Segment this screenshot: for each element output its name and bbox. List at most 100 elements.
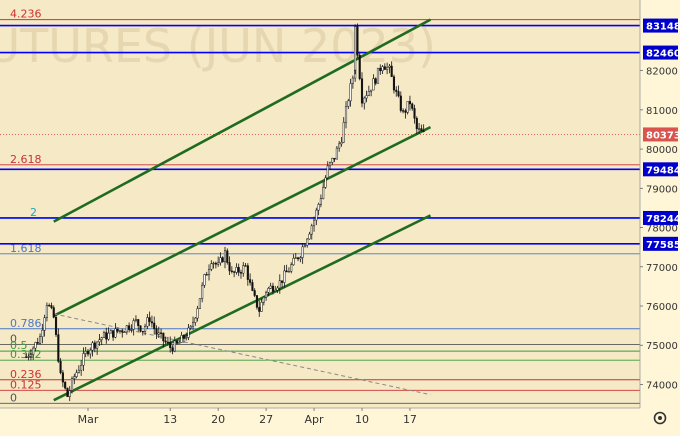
candle-body-123 — [306, 238, 309, 246]
candle-body-163 — [395, 89, 398, 92]
y-tick-label-8: 82000 — [646, 67, 678, 78]
candle-body-172 — [415, 117, 418, 130]
candle-body-27 — [86, 350, 90, 355]
candle-body-83 — [214, 262, 217, 265]
candle-body-85 — [219, 257, 222, 264]
candle-body-62 — [166, 341, 169, 344]
candle-body-67 — [178, 342, 181, 344]
candle-body-31 — [96, 341, 99, 349]
candle-body-64 — [171, 347, 174, 352]
candle-body-60 — [162, 332, 165, 342]
candle-body-139 — [342, 121, 345, 143]
candle-body-20 — [70, 378, 74, 391]
candle-body-105 — [265, 292, 268, 298]
candle-body-117 — [292, 258, 295, 266]
candle-body-124 — [308, 233, 311, 240]
candle-body-37 — [109, 330, 112, 334]
candle-body-81 — [210, 263, 213, 270]
candle-body-41 — [118, 330, 122, 332]
x-tick-label-0: Mar — [78, 413, 99, 426]
candle-body-90 — [230, 270, 233, 272]
last-price-label: 80373 — [646, 130, 680, 141]
candle-body-54 — [148, 317, 151, 322]
candle-body-151 — [367, 91, 370, 96]
candle-body-158 — [383, 66, 386, 70]
candle-body-23 — [77, 369, 80, 373]
candle-body-33 — [100, 337, 103, 341]
price-level-label-0: 83148 — [646, 22, 680, 33]
candle-body-173 — [418, 128, 421, 130]
candle-body-106 — [267, 288, 270, 293]
candle-body-4 — [34, 342, 37, 349]
candle-body-38 — [112, 330, 115, 338]
candle-body-69 — [182, 335, 185, 339]
candle-body-51 — [141, 330, 144, 333]
candle-body-84 — [217, 262, 220, 265]
candle-body-116 — [290, 264, 293, 272]
candle-body-15 — [59, 361, 62, 373]
candle-body-131 — [324, 177, 327, 188]
candle-body-111 — [278, 280, 281, 289]
candle-body-104 — [262, 296, 265, 303]
fib-label-1: 2.618 — [10, 153, 42, 166]
y-tick-label-1: 75000 — [646, 341, 678, 352]
candle-body-166 — [402, 110, 405, 112]
candle-body-154 — [374, 78, 377, 84]
candle-body-82 — [212, 262, 215, 265]
candle-body-21 — [73, 376, 76, 379]
candle-body-110 — [276, 287, 279, 291]
candle-body-57 — [155, 328, 158, 335]
candle-body-171 — [413, 108, 416, 119]
candle-body-55 — [150, 321, 153, 324]
candle-body-138 — [340, 141, 343, 145]
candle-body-125 — [310, 225, 313, 235]
candle-body-34 — [102, 332, 106, 338]
price-level-tag-4 — [643, 236, 678, 251]
candle-body-18 — [66, 387, 69, 397]
x-tick-label-6: 17 — [403, 413, 417, 426]
candle-body-11 — [50, 305, 53, 308]
x-tick-label-1: 13 — [163, 413, 177, 426]
candle-body-43 — [123, 331, 126, 333]
candle-body-16 — [61, 372, 64, 383]
candle-body-68 — [180, 335, 183, 343]
candle-body-174 — [420, 128, 423, 132]
candle-body-155 — [376, 67, 380, 84]
candle-body-3 — [32, 347, 35, 356]
candle-body-103 — [260, 301, 263, 312]
candle-body-97 — [246, 265, 249, 280]
gear-icon-hub — [658, 416, 662, 420]
candle-body-91 — [233, 271, 236, 273]
candle-body-130 — [322, 187, 325, 199]
candle-body-88 — [226, 250, 229, 263]
settings-button[interactable] — [653, 411, 667, 425]
gear-icon[interactable] — [653, 411, 667, 425]
candle-body-159 — [386, 67, 389, 70]
candle-body-137 — [338, 143, 341, 149]
candle-body-135 — [333, 157, 336, 160]
candle-body-26 — [84, 350, 87, 354]
candle-body-93 — [237, 267, 240, 273]
y-tick-label-2: 76000 — [646, 302, 678, 313]
fib-label-4: 0.786 — [10, 317, 42, 330]
candle-body-161 — [390, 65, 393, 78]
candle-body-76 — [198, 298, 201, 309]
candle-body-5 — [36, 342, 39, 344]
candle-body-115 — [287, 271, 290, 273]
candle-body-162 — [392, 76, 396, 91]
candle-body-100 — [253, 290, 256, 296]
candle-body-95 — [242, 265, 245, 274]
candle-body-22 — [75, 372, 78, 377]
price-level-label-1: 82460 — [646, 49, 680, 60]
candle-body-136 — [335, 147, 338, 160]
candle-body-29 — [91, 342, 94, 351]
x-tick-label-2: 20 — [211, 413, 225, 426]
candle-body-87 — [223, 250, 227, 263]
candle-body-47 — [132, 320, 135, 330]
price-level-label-2: 79484 — [646, 165, 680, 176]
candle-body-140 — [344, 106, 348, 123]
candle-body-168 — [406, 101, 409, 113]
candle-body-75 — [196, 308, 199, 319]
candle-body-96 — [244, 265, 247, 267]
candle-body-141 — [347, 100, 350, 107]
